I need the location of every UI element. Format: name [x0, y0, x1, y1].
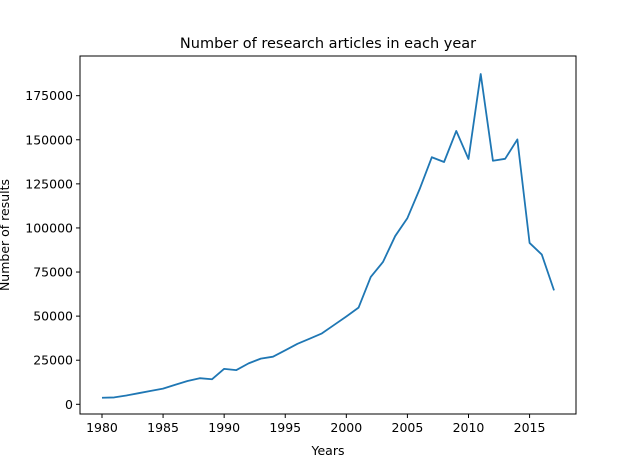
data-point — [101, 397, 103, 399]
y-tick-label: 125000 — [25, 176, 73, 191]
y-tick-label: 50000 — [33, 309, 73, 324]
data-point — [308, 338, 310, 340]
data-point — [333, 324, 335, 326]
data-point — [186, 380, 188, 382]
data-point — [223, 368, 225, 370]
data-point — [528, 242, 530, 244]
x-tick-label: 1980 — [86, 420, 118, 435]
data-point — [516, 138, 518, 140]
data-point — [370, 276, 372, 278]
x-axis-label: Years — [311, 443, 345, 458]
series-line — [101, 73, 555, 399]
data-point — [272, 355, 274, 357]
y-tick-label: 100000 — [25, 220, 73, 235]
data-point — [553, 289, 555, 291]
plot-frame — [79, 55, 577, 415]
y-tick-label: 25000 — [33, 353, 73, 368]
x-tick-label: 1995 — [269, 420, 301, 435]
y-axis-ticks: 0 25000 50000 75000 100000 125000 150000 175000 — [25, 88, 80, 412]
data-point — [321, 332, 323, 334]
data-point — [235, 369, 237, 371]
data-point — [394, 235, 396, 237]
data-point — [247, 362, 249, 364]
y-tick-label: 0 — [65, 397, 73, 412]
data-point — [199, 377, 201, 379]
x-tick-label: 2015 — [514, 420, 546, 435]
chart-title: Number of research articles in each year — [180, 36, 476, 52]
data-point — [162, 387, 164, 389]
data-point — [418, 188, 420, 190]
data-point — [406, 217, 408, 219]
y-tick-label: 175000 — [25, 88, 73, 103]
data-point — [137, 392, 139, 394]
y-axis-label: Number of results — [0, 179, 12, 291]
y-tick-label: 75000 — [33, 265, 73, 280]
x-tick-label: 2010 — [453, 420, 485, 435]
data-point — [357, 306, 359, 308]
data-point — [431, 156, 433, 158]
data-point — [504, 158, 506, 160]
x-tick-label: 1990 — [208, 420, 240, 435]
data-point — [260, 357, 262, 359]
data-point — [296, 343, 298, 345]
data-point — [284, 349, 286, 351]
data-point — [492, 160, 494, 162]
data-point — [455, 130, 457, 132]
data-point — [345, 315, 347, 317]
data-point — [541, 253, 543, 255]
data-point — [467, 158, 469, 160]
x-axis-ticks: 1980 1985 1990 1995 2000 2005 2010 2015 — [86, 414, 545, 435]
x-tick-label: 2000 — [330, 420, 362, 435]
plot-layer — [101, 73, 555, 399]
data-point — [150, 390, 152, 392]
x-tick-label: 2005 — [392, 420, 424, 435]
data-point — [382, 261, 384, 263]
data-point — [480, 73, 482, 75]
data-point — [443, 161, 445, 163]
data-point — [125, 394, 127, 396]
data-point — [174, 384, 176, 386]
data-point — [113, 396, 115, 398]
data-point — [211, 378, 213, 380]
x-tick-label: 1985 — [147, 420, 179, 435]
y-tick-label: 150000 — [25, 132, 73, 147]
